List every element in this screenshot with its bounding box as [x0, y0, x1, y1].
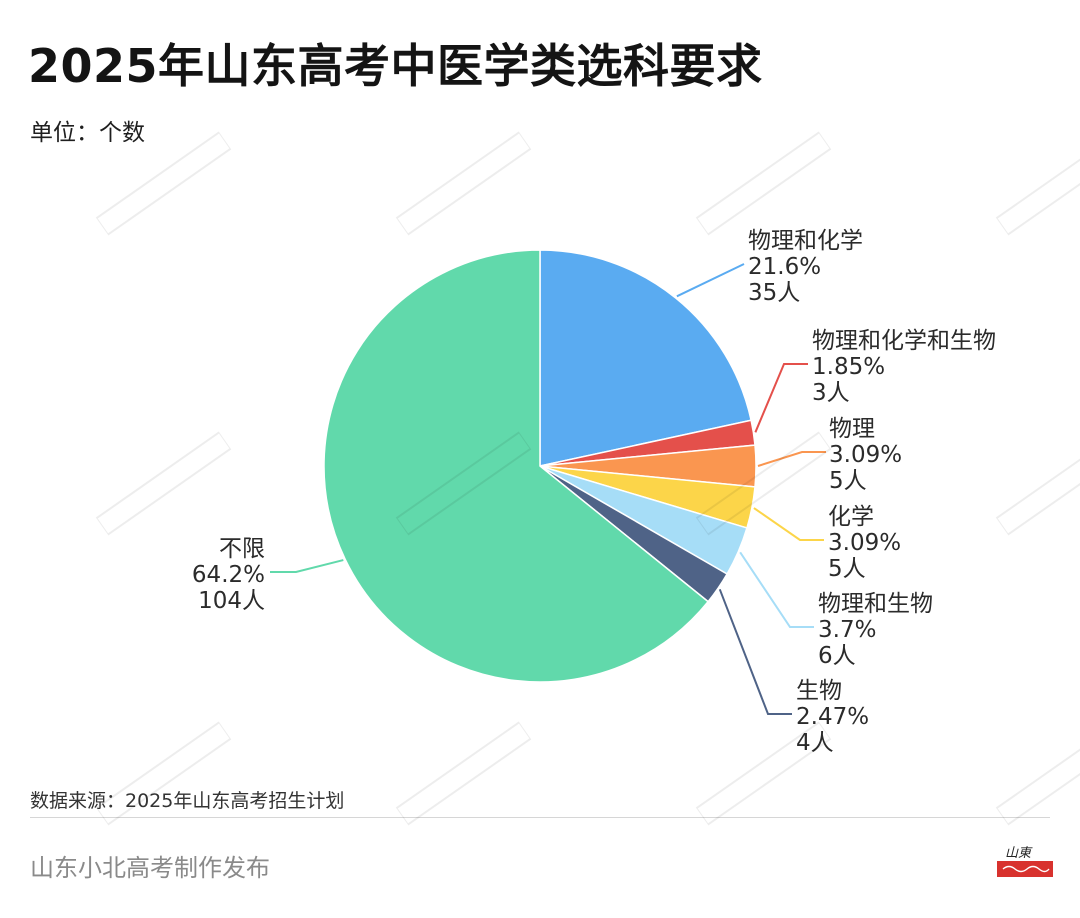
- footer-divider: [30, 817, 1050, 818]
- svg-text:山東: 山東: [1005, 846, 1033, 861]
- slice-label-name: 物理和生物: [818, 591, 933, 617]
- slice-label-percent: 64.2%: [192, 562, 265, 588]
- slice-label-count: 6人: [818, 643, 856, 669]
- slice-label-percent: 3.09%: [828, 530, 901, 556]
- slice-label-count: 5人: [828, 556, 866, 582]
- data-source: 数据来源：2025年山东高考招生计划: [30, 790, 345, 812]
- slice-label-name: 物理: [829, 416, 875, 442]
- slice-label-count: 3人: [812, 380, 850, 406]
- slice-label-percent: 1.85%: [812, 354, 885, 380]
- unit-label: 单位：个数: [30, 120, 145, 146]
- leader-line: [718, 588, 792, 715]
- slice-label-percent: 3.09%: [829, 442, 902, 468]
- publisher-logo: 山東: [995, 843, 1055, 883]
- slice-label-count: 104人: [198, 588, 265, 614]
- leader-line: [739, 551, 814, 628]
- publisher-credit: 山东小北高考制作发布: [30, 854, 270, 882]
- slice-label-count: 4人: [796, 730, 834, 756]
- leader-line: [754, 363, 808, 433]
- chart-title: 2025年山东高考中医学类选科要求: [28, 39, 763, 93]
- leader-line: [753, 507, 824, 541]
- slice-label-percent: 2.47%: [796, 704, 869, 730]
- leader-line: [676, 263, 745, 298]
- slice-label-percent: 21.6%: [748, 254, 821, 280]
- slice-label-percent: 3.7%: [818, 617, 876, 643]
- slice-label-name: 生物: [796, 678, 842, 704]
- leader-line: [757, 451, 826, 467]
- slice-label-name: 不限: [219, 536, 265, 562]
- pie-slice: [539, 249, 752, 467]
- leader-line: [270, 559, 344, 573]
- slice-label-name: 化学: [828, 504, 874, 530]
- slice-label-name: 物理和化学和生物: [812, 328, 996, 354]
- slice-label-count: 35人: [748, 280, 800, 306]
- slice-label-name: 物理和化学: [748, 228, 863, 254]
- pie-slice: [323, 249, 710, 683]
- slice-label-count: 5人: [829, 468, 867, 494]
